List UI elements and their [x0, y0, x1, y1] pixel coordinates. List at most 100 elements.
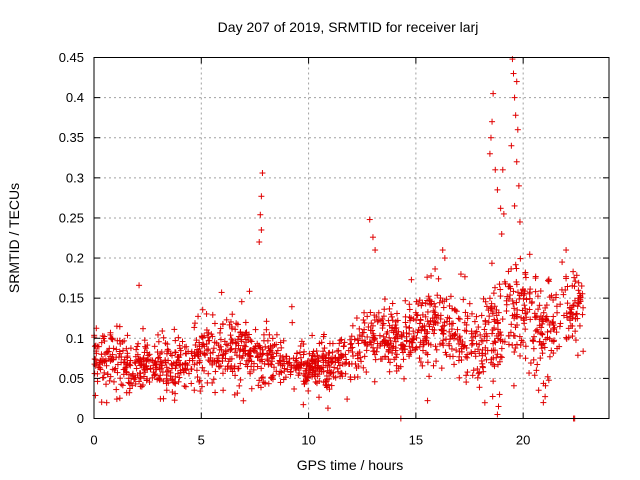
data-point	[385, 348, 392, 355]
data-point	[507, 329, 514, 336]
data-point	[177, 361, 184, 368]
data-point	[477, 331, 484, 338]
data-point	[305, 371, 312, 378]
data-point	[422, 335, 429, 342]
x-tick-label: 5	[198, 433, 205, 448]
data-point	[492, 166, 499, 173]
data-point	[188, 380, 195, 387]
data-point	[140, 373, 147, 380]
data-point	[288, 303, 295, 310]
data-point	[119, 382, 126, 389]
data-point	[499, 316, 506, 323]
data-point	[233, 320, 240, 327]
data-point	[550, 313, 557, 320]
data-point	[209, 349, 216, 356]
data-point	[402, 297, 409, 304]
data-point	[199, 306, 206, 313]
data-point	[145, 352, 152, 359]
data-point	[237, 376, 244, 383]
data-point	[486, 313, 493, 320]
data-point	[223, 316, 230, 323]
data-point	[441, 298, 448, 305]
data-point	[320, 357, 327, 364]
data-point	[354, 373, 361, 380]
data-point	[277, 379, 284, 386]
data-point	[476, 341, 483, 348]
data-point	[244, 334, 251, 341]
data-point	[204, 334, 211, 341]
data-point	[351, 336, 358, 343]
data-point	[379, 325, 386, 332]
data-point	[517, 255, 524, 262]
data-point	[536, 322, 543, 329]
data-point	[154, 331, 161, 338]
data-point	[480, 295, 487, 302]
data-point	[511, 202, 518, 209]
data-point	[468, 330, 475, 337]
data-point	[159, 328, 166, 335]
data-point	[139, 382, 146, 389]
data-point	[369, 322, 376, 329]
data-point	[389, 324, 396, 331]
data-point	[235, 333, 242, 340]
data-point	[497, 353, 504, 360]
data-point	[464, 369, 471, 376]
data-point	[386, 334, 393, 341]
data-point	[424, 308, 431, 315]
data-point	[559, 259, 566, 266]
data-point	[468, 349, 475, 356]
data-point	[300, 378, 307, 385]
x-tick-label: 0	[90, 433, 97, 448]
data-point	[206, 358, 213, 365]
data-point	[494, 351, 501, 358]
data-point	[209, 361, 216, 368]
data-point	[437, 315, 444, 322]
data-point	[320, 348, 327, 355]
data-point	[296, 349, 303, 356]
data-point	[131, 359, 138, 366]
data-point	[439, 323, 446, 330]
data-point	[227, 332, 234, 339]
data-point	[569, 302, 576, 309]
data-point	[580, 348, 587, 355]
data-point	[328, 369, 335, 376]
data-point	[452, 330, 459, 337]
data-point	[563, 334, 570, 341]
data-point	[132, 380, 139, 387]
data-point	[205, 337, 212, 344]
data-point	[410, 335, 417, 342]
data-point	[98, 399, 105, 406]
x-tick-labels: 0 5 10 15 20	[90, 433, 530, 448]
data-point	[144, 366, 151, 373]
data-point	[539, 350, 546, 357]
data-point	[95, 364, 102, 371]
data-point	[121, 337, 128, 344]
data-point	[255, 382, 262, 389]
data-point	[535, 306, 542, 313]
data-point	[274, 347, 281, 354]
data-point	[301, 348, 308, 355]
data-point	[203, 310, 210, 317]
data-point	[264, 337, 271, 344]
data-point	[579, 311, 586, 318]
data-point	[242, 343, 249, 350]
data-point	[504, 293, 511, 300]
data-point	[250, 366, 257, 373]
data-point	[236, 382, 243, 389]
data-point	[109, 336, 116, 343]
x-axis-label: GPS time / hours	[297, 457, 404, 473]
data-point	[513, 299, 520, 306]
data-point	[424, 359, 431, 366]
data-point	[151, 371, 158, 378]
data-point	[185, 348, 192, 355]
data-point	[263, 326, 270, 333]
data-point	[417, 359, 424, 366]
data-point	[114, 369, 121, 376]
data-point	[423, 349, 430, 356]
y-tick-label: 0.4	[66, 90, 84, 105]
data-point	[415, 301, 422, 308]
data-point	[107, 373, 114, 380]
data-point	[522, 269, 529, 276]
